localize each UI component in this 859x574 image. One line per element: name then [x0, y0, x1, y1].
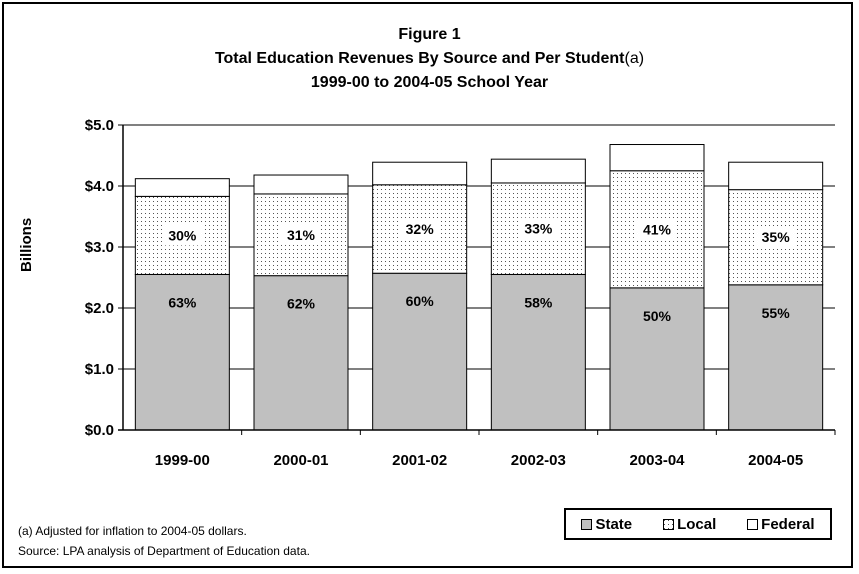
- data-label: 50%: [643, 308, 672, 324]
- data-label: 35%: [762, 229, 791, 245]
- y-tick-label: $2.0: [85, 300, 114, 317]
- source-note: Source: LPA analysis of Department of Ed…: [18, 544, 310, 558]
- bar-federal: [728, 161, 824, 191]
- legend-swatch-local: [663, 518, 675, 530]
- legend-swatch-state: [581, 518, 593, 530]
- data-label-background: [162, 224, 203, 246]
- bar-state: [728, 284, 824, 431]
- y-tick-label: $3.0: [85, 239, 114, 256]
- subtitle-text: Total Education Revenues By Source and P…: [214, 50, 625, 67]
- y-tick-label: $5.0: [85, 117, 114, 134]
- bar-chart: $0.0 $1.0 $2.0 $3.0 $4.0 $5.0 63% 30% 1999-00 62%…: [85, 117, 836, 469]
- x-tick-label: 2003-04: [629, 452, 685, 469]
- chart-title: Figure 1: [398, 26, 461, 43]
- data-label-background: [399, 218, 440, 240]
- legend: State Local Federal: [564, 508, 832, 540]
- data-label-background: [637, 218, 677, 240]
- legend-label-federal: Federal: [761, 515, 815, 533]
- bar-federal: [253, 174, 349, 195]
- data-label: 31%: [287, 227, 316, 243]
- data-label-background: [518, 217, 559, 239]
- subtitle-footnote-marker: (a): [624, 50, 645, 67]
- data-label: 41%: [643, 221, 672, 237]
- x-tick-label: 2000-01: [273, 452, 328, 469]
- x-tick-label: 2002-03: [511, 452, 566, 469]
- legend-item-state: State: [581, 516, 632, 533]
- legend-swatch-federal: [747, 518, 759, 530]
- bar-state: [134, 273, 230, 431]
- legend-label-local: Local: [677, 515, 717, 533]
- chart-subtitle: Total Education Revenues By Source and P…: [0, 50, 859, 68]
- bar-federal: [490, 158, 586, 184]
- bar-federal: [134, 178, 230, 197]
- bar-state: [609, 287, 705, 431]
- data-label-background: [281, 223, 321, 245]
- bar-state: [490, 273, 586, 431]
- x-tick-label: 2004-05: [748, 452, 803, 469]
- chart-subtitle-years: 1999-00 to 2004-05 School Year: [310, 74, 549, 91]
- legend-label-state: State: [595, 515, 633, 533]
- legend-item-federal: Federal: [747, 515, 815, 533]
- x-tick-label: 1999-00: [155, 452, 210, 469]
- y-tick-label: $0.0: [85, 422, 114, 439]
- bar-federal: [372, 161, 468, 186]
- bar-federal: [609, 144, 705, 172]
- legend-item-local: Local: [663, 516, 716, 533]
- data-label-background: [755, 226, 796, 248]
- data-label: 33%: [524, 221, 553, 237]
- footnote: (a) Adjusted for inflation to 2004-05 do…: [18, 524, 247, 538]
- data-label: 55%: [762, 305, 791, 321]
- data-label: 60%: [406, 293, 435, 309]
- bar-state: [253, 275, 349, 431]
- x-tick-label: 2001-02: [392, 452, 447, 469]
- y-tick-label: $4.0: [85, 178, 114, 195]
- data-label: 32%: [406, 221, 435, 237]
- y-tick-label: $1.0: [85, 361, 114, 378]
- data-label: 63%: [168, 294, 197, 310]
- data-label: 30%: [168, 227, 197, 243]
- data-label: 58%: [524, 294, 553, 310]
- data-label: 62%: [287, 296, 316, 312]
